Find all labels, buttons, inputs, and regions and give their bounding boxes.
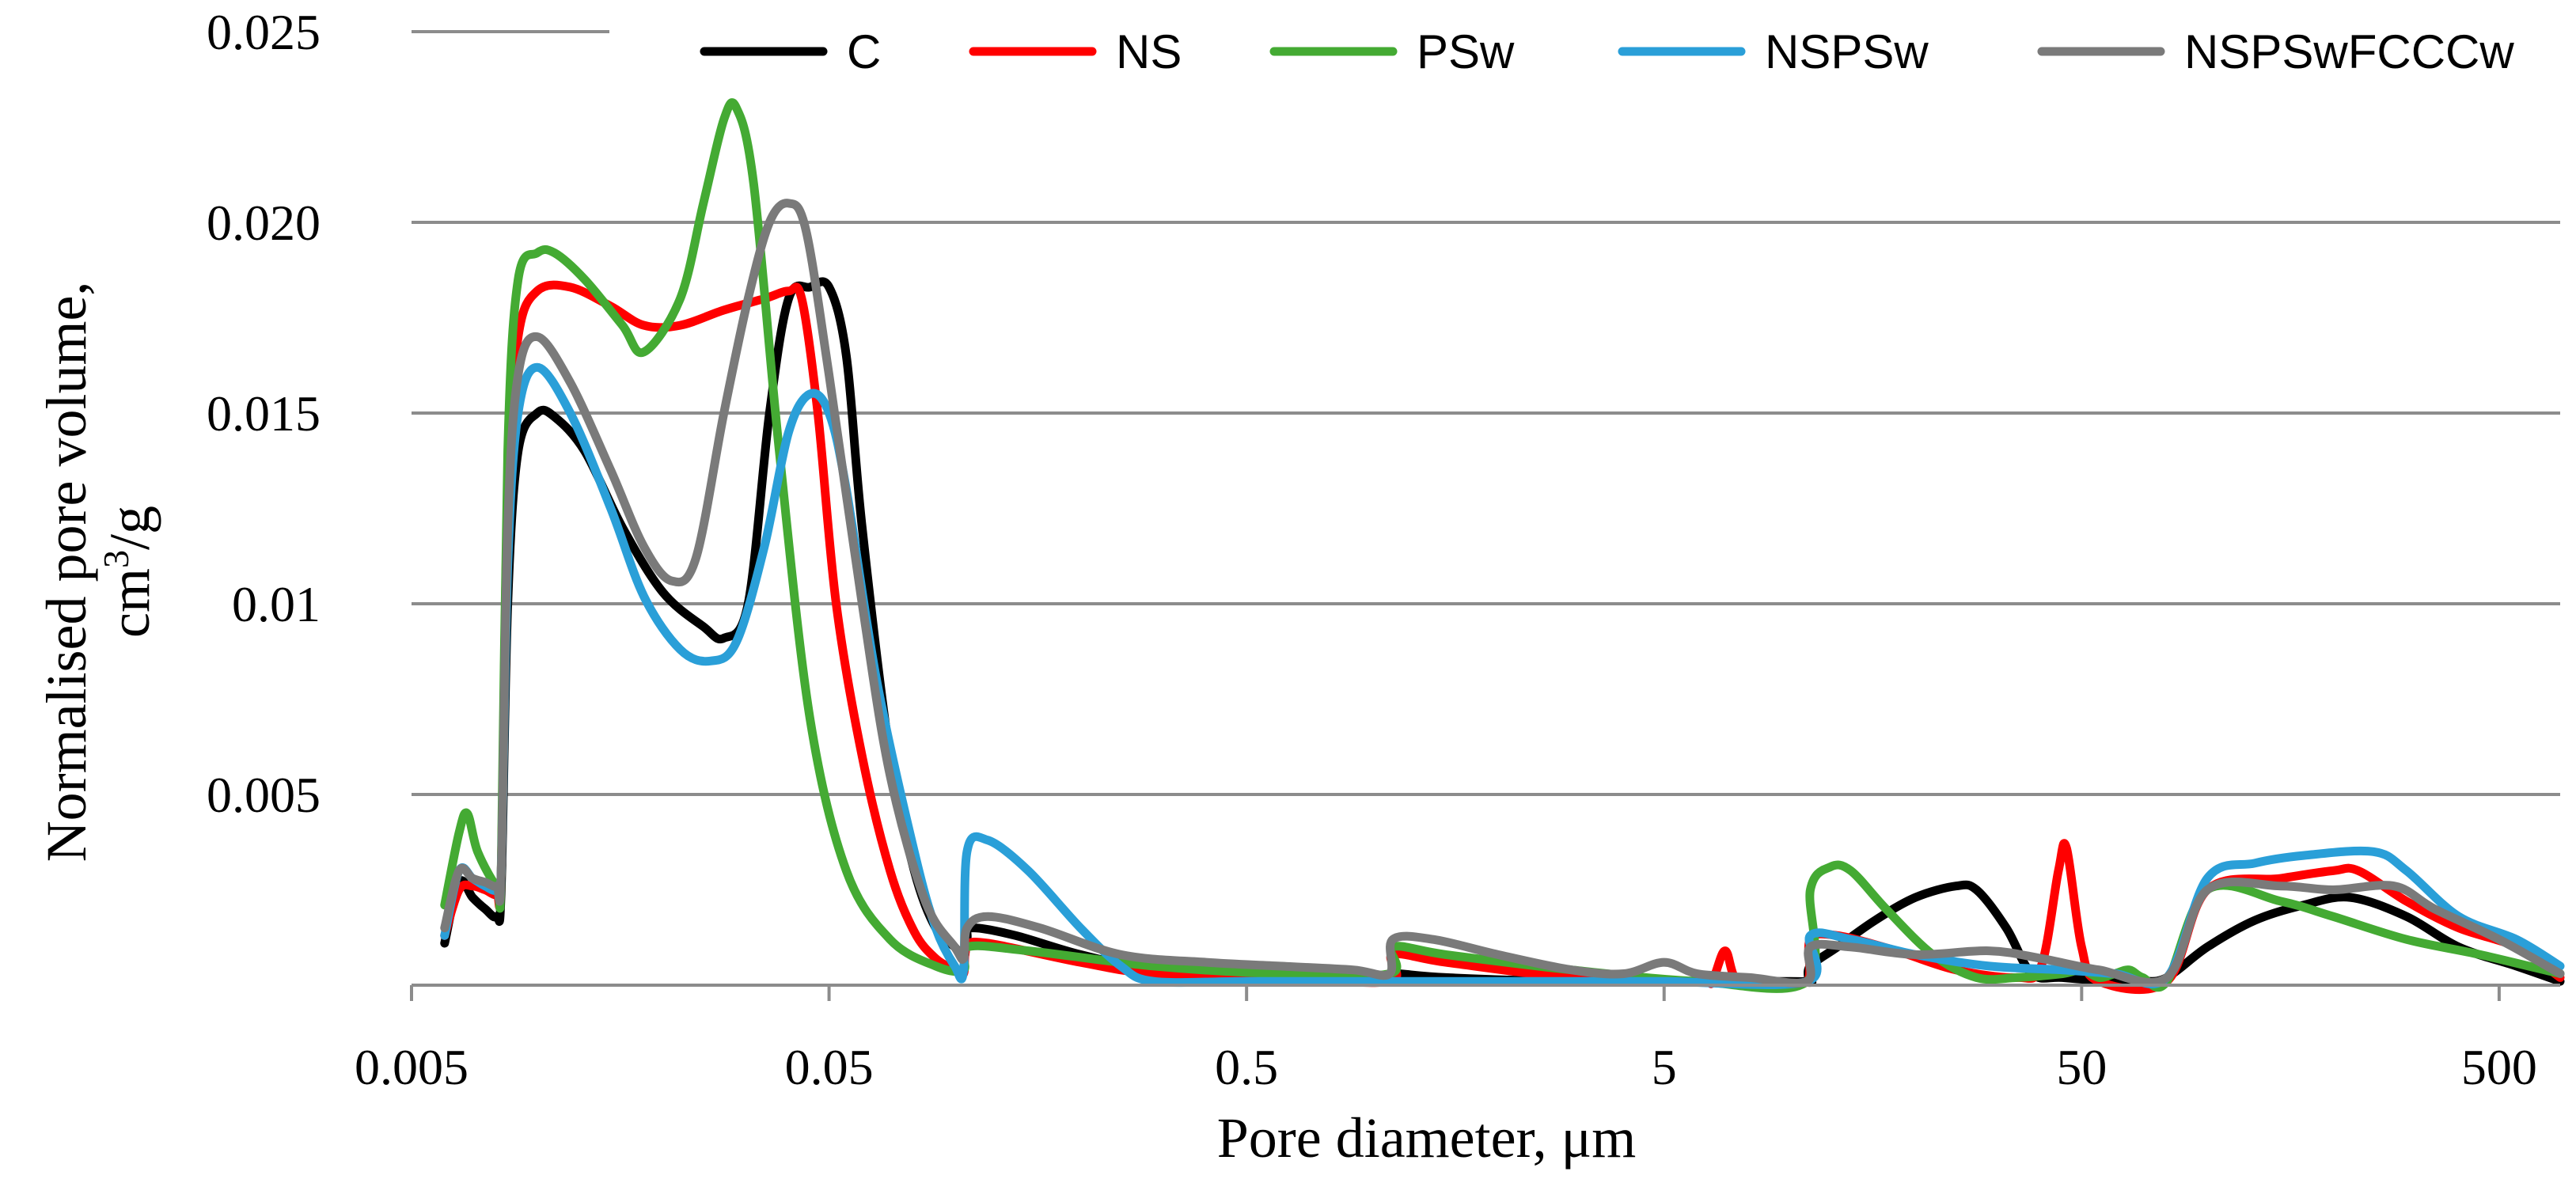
series-line-ns [440, 280, 2565, 995]
y-axis-title: Normalised pore volume, cm3/g [35, 282, 161, 863]
y-axis-unit-tail: /g [98, 506, 161, 550]
y-tick-label: 0.020 [207, 195, 321, 251]
x-tick-label: 0.05 [785, 1039, 874, 1095]
legend-label-nspsw: NSPSw [1765, 25, 1929, 78]
x-tick-label: 5 [1652, 1039, 1677, 1095]
legend: C NS PSw NSPSw NSPSwFCCCw [412, 25, 2514, 78]
y-tick-label: 0.025 [207, 4, 321, 60]
legend-label-ns: NS [1116, 25, 1182, 78]
y-tick-label: 0.005 [207, 767, 321, 823]
y-tick-labels: 0.005 0.01 0.015 0.020 0.025 [207, 4, 321, 823]
y-axis-title-line1: Normalised pore volume, [35, 282, 98, 863]
y-tick-label: 0.015 [207, 385, 321, 442]
x-tick-label: 50 [2056, 1039, 2107, 1095]
x-axis-title: Pore diameter, μm [1217, 1106, 1637, 1170]
legend-label-nspswfcccw: NSPSwFCCCw [2184, 25, 2514, 78]
y-axis-unit-sup: 3 [96, 550, 136, 568]
legend-label-psw: PSw [1417, 25, 1515, 78]
x-tick-label: 0.5 [1215, 1039, 1278, 1095]
x-tick-labels: 0.005 0.05 0.5 5 50 500 [355, 985, 2537, 1095]
series-lines [440, 98, 2565, 995]
y-axis-title-line2: cm3/g [96, 506, 161, 638]
x-tick-label: 500 [2461, 1039, 2537, 1095]
y-axis-unit-base: cm [98, 568, 161, 638]
series-line-nspswfcccw [440, 199, 2565, 988]
x-tick-label: 0.005 [355, 1039, 469, 1095]
legend-label-c: C [847, 25, 881, 78]
y-tick-label: 0.01 [232, 576, 321, 632]
